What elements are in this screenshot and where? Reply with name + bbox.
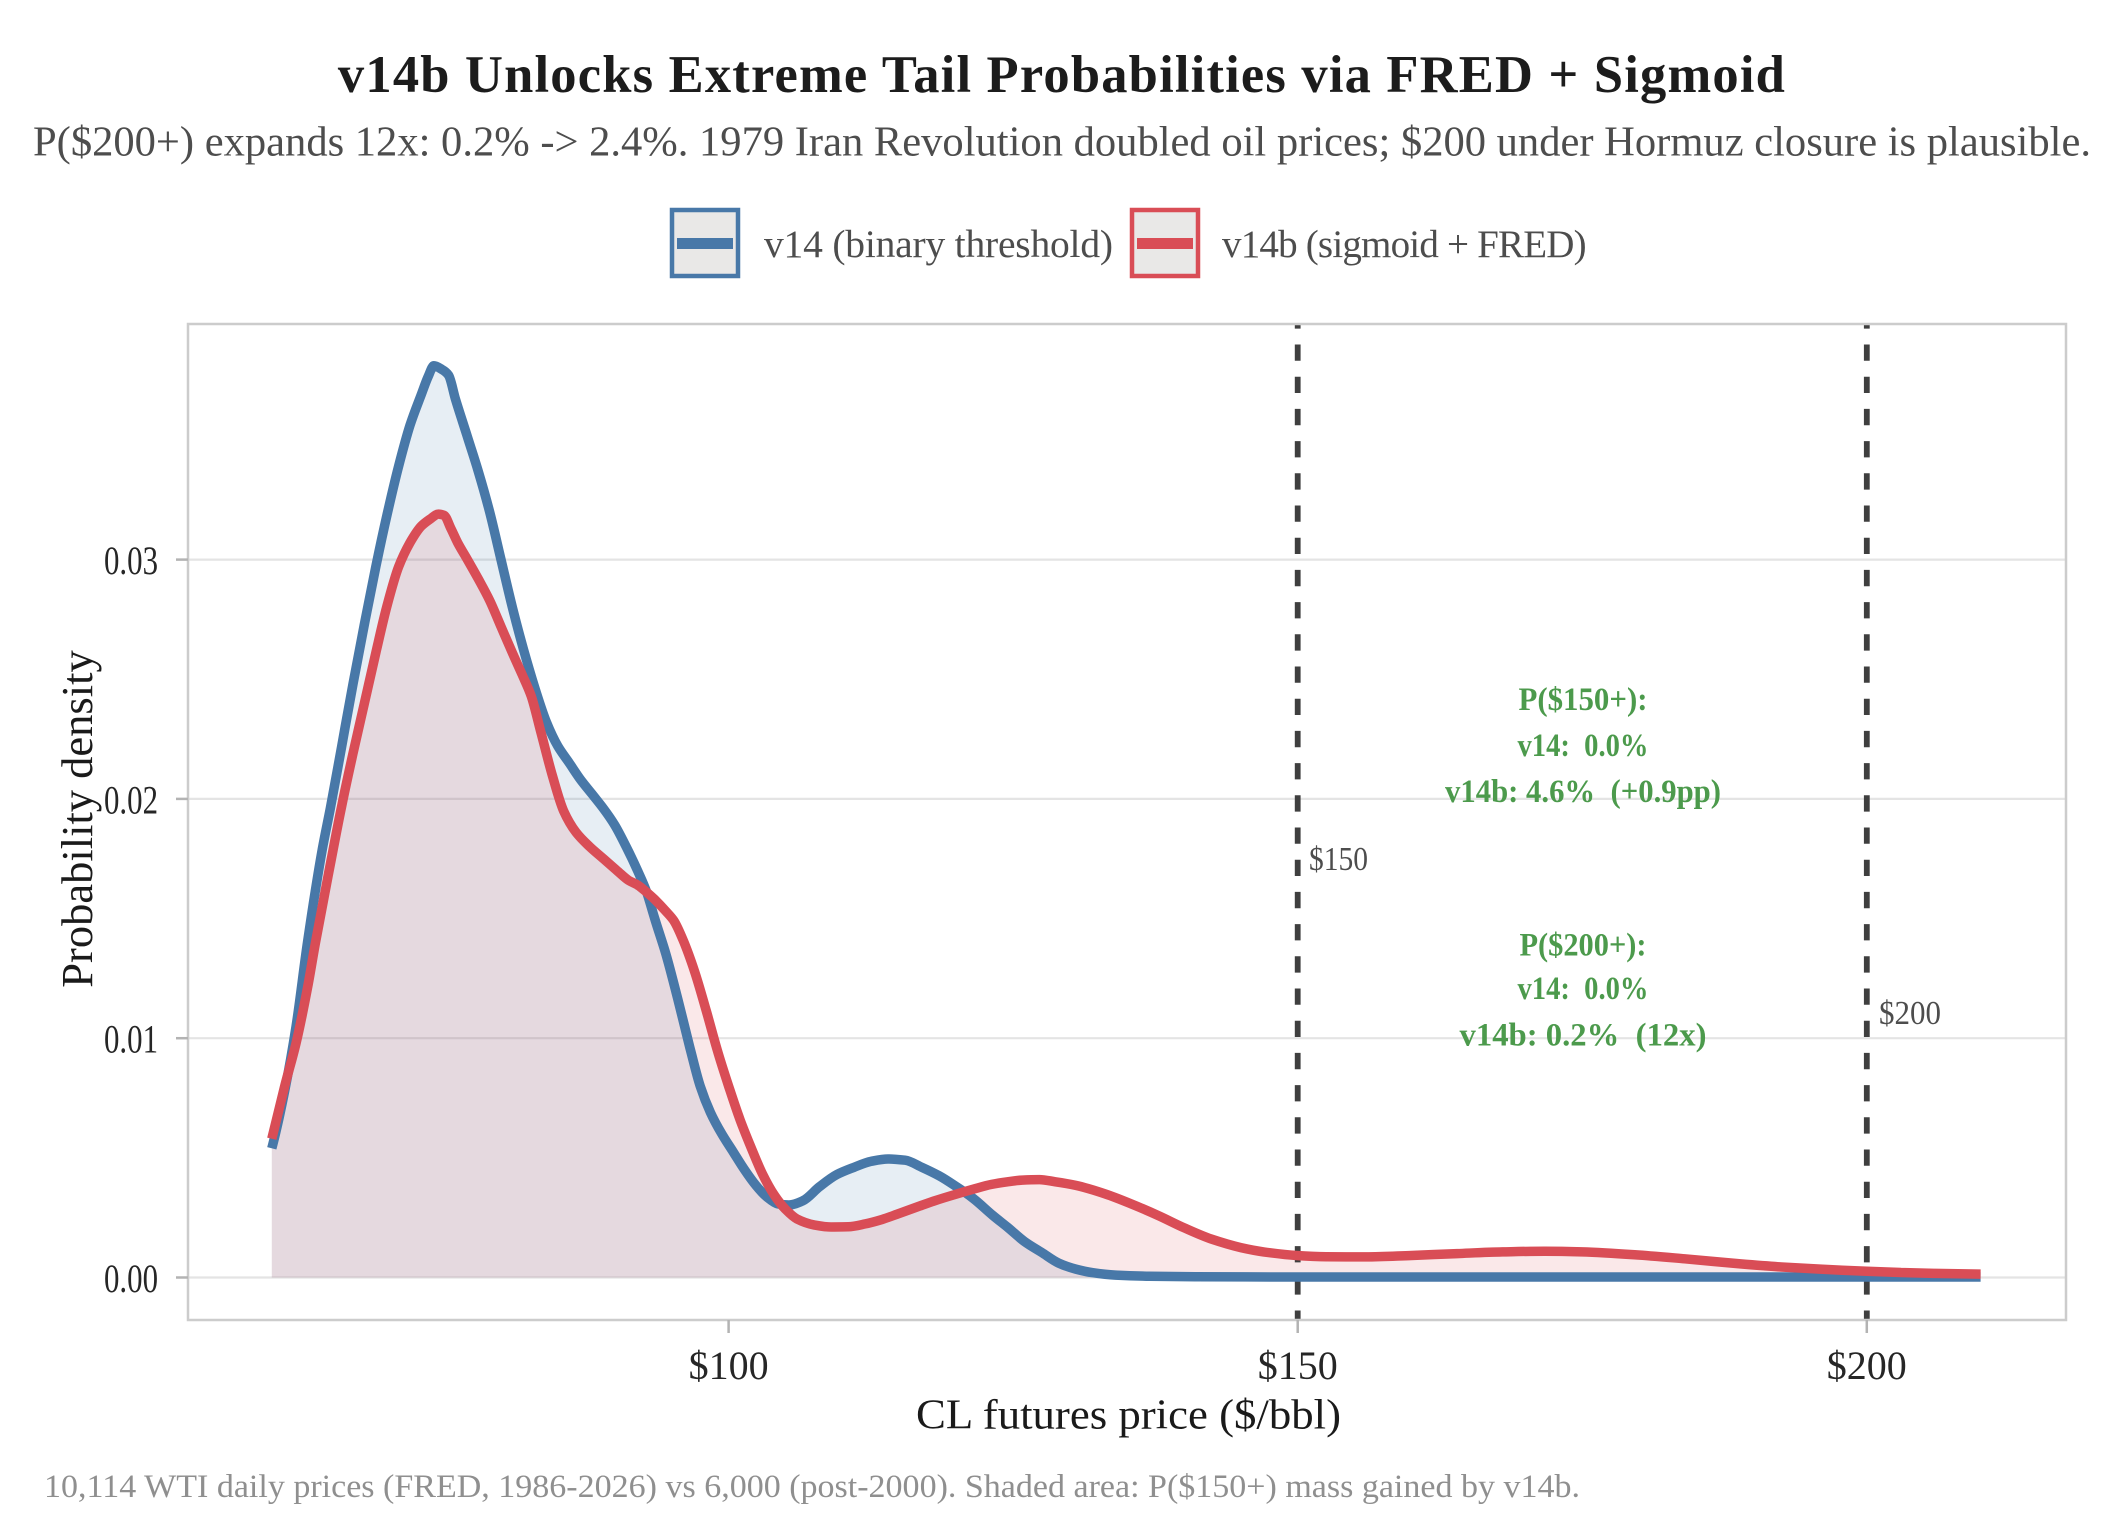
svg-text:v14b: 4.6% (+0.9pp): v14b: 4.6% (+0.9pp)	[1445, 774, 1721, 810]
svg-text:0.02: 0.02	[104, 777, 158, 822]
svg-text:P($150+):: P($150+):	[1519, 682, 1648, 718]
svg-text:$200: $200	[1827, 1343, 1907, 1388]
svg-text:v14b (sigmoid + FRED): v14b (sigmoid + FRED)	[1222, 223, 1586, 266]
svg-text:v14: 0.0%: v14: 0.0%	[1518, 971, 1649, 1007]
svg-text:0.00: 0.00	[104, 1256, 158, 1301]
svg-text:v14b: 0.2% (12x): v14b: 0.2% (12x)	[1460, 1018, 1707, 1054]
svg-text:P($200+):: P($200+):	[1520, 928, 1647, 964]
svg-text:0.03: 0.03	[104, 538, 158, 583]
svg-text:Probability density: Probability density	[52, 650, 102, 988]
svg-text:v14: 0.0%: v14: 0.0%	[1518, 728, 1649, 764]
svg-text:10,114 WTI daily prices (FRED,: 10,114 WTI daily prices (FRED, 1986-2026…	[44, 1469, 1580, 1505]
svg-text:$200: $200	[1879, 995, 1941, 1032]
svg-text:CL futures price ($/bbl): CL futures price ($/bbl)	[916, 1393, 1341, 1439]
svg-text:$150: $150	[1309, 841, 1368, 878]
svg-text:v14 (binary threshold): v14 (binary threshold)	[764, 222, 1113, 266]
svg-text:0.01: 0.01	[104, 1017, 158, 1062]
svg-text:P($200+) expands 12x: 0.2% ->: P($200+) expands 12x: 0.2% -> 2.4%. 1979…	[33, 119, 2091, 166]
svg-text:$150: $150	[1258, 1343, 1338, 1388]
svg-text:v14b Unlocks Extreme Tail Prob: v14b Unlocks Extreme Tail Probabilities …	[338, 46, 1786, 104]
svg-text:$100: $100	[689, 1343, 769, 1388]
